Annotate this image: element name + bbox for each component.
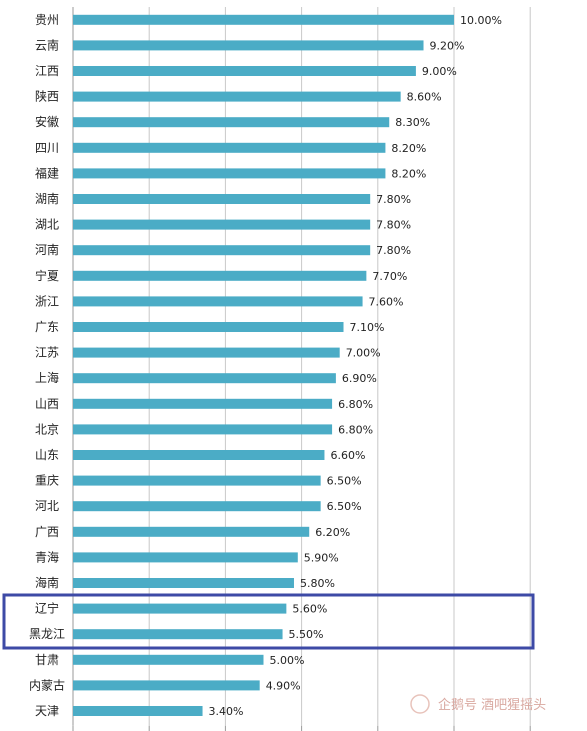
category-label: 江苏: [35, 346, 59, 360]
value-label: 6.80%: [338, 398, 373, 411]
bar: [73, 398, 333, 409]
bar: [73, 706, 203, 716]
bar: [73, 603, 287, 614]
value-label: 7.10%: [350, 321, 385, 334]
bar: [73, 14, 454, 25]
bars: [73, 14, 454, 716]
bar: [73, 91, 401, 102]
value-label: 7.60%: [369, 295, 404, 308]
bar: [73, 552, 298, 563]
bar: [73, 526, 310, 537]
bar: [73, 219, 371, 230]
category-label: 浙江: [35, 294, 59, 308]
category-label: 四川: [35, 141, 59, 155]
category-label: 广西: [35, 525, 59, 539]
value-label: 5.80%: [300, 577, 335, 590]
bar: [73, 629, 283, 640]
value-label: 9.20%: [430, 39, 465, 52]
value-label: 8.20%: [391, 142, 426, 155]
value-label: 7.80%: [376, 219, 411, 232]
bar: [73, 373, 336, 384]
value-label: 7.00%: [346, 347, 381, 360]
bar: [73, 270, 367, 281]
category-label: 湖北: [35, 217, 59, 232]
category-label: 内蒙古: [29, 677, 65, 692]
bar: [73, 475, 321, 486]
value-label: 5.60%: [292, 603, 327, 616]
watermark: 企鹅号 酒吧猩摇头: [410, 694, 546, 714]
category-label: 上海: [35, 370, 59, 385]
value-label: 8.30%: [395, 116, 430, 129]
value-label: 3.40%: [209, 705, 244, 718]
bar: [73, 654, 264, 665]
bar: [73, 322, 344, 332]
category-label: 甘肃: [35, 653, 59, 667]
category-label: 陕西: [35, 89, 59, 104]
category-label: 湖南: [35, 191, 59, 206]
gridlines: [72, 7, 531, 731]
bar: [73, 501, 321, 512]
category-label: 北京: [35, 422, 59, 436]
value-label: 5.50%: [289, 628, 324, 641]
value-label: 7.80%: [376, 244, 411, 257]
value-label: 6.50%: [327, 475, 362, 488]
penguin-logo-icon: [410, 694, 430, 714]
bar: [73, 450, 325, 460]
category-label: 山西: [35, 397, 59, 411]
value-label: 4.90%: [266, 679, 301, 692]
value-labels: 10.00% 9.20% 9.00% 8.60% 8.30% 8.20% 8.20% 7.80…: [209, 14, 502, 718]
value-label: 6.50%: [327, 500, 362, 513]
category-label: 重庆: [35, 474, 59, 488]
value-label: 6.90%: [342, 372, 377, 385]
category-label: 宁夏: [35, 268, 59, 283]
bar: [73, 347, 340, 358]
category-label: 河南: [35, 242, 59, 257]
value-label: 6.80%: [338, 423, 373, 436]
value-label: 5.90%: [304, 551, 339, 564]
bar: [73, 296, 363, 307]
category-label: 河北: [35, 499, 59, 513]
category-label: 青海: [35, 549, 59, 564]
bar: [73, 66, 416, 76]
value-label: 8.20%: [391, 167, 426, 180]
category-label: 黑龙江: [29, 627, 65, 641]
value-label: 7.80%: [376, 193, 411, 206]
category-label: 安徽: [35, 114, 59, 129]
highlight-box: [2, 593, 535, 650]
value-label: 8.60%: [407, 91, 442, 104]
category-label: 辽宁: [35, 601, 59, 616]
value-label: 6.20%: [315, 526, 350, 539]
category-label: 贵州: [35, 13, 59, 27]
category-label: 云南: [35, 37, 59, 52]
value-label: 6.60%: [330, 449, 365, 462]
category-labels: 贵州云南江西陕西安徽四川福建湖南湖北河南宁夏浙江广东江苏上海山西北京山东重庆河北…: [29, 13, 65, 718]
category-label: 广东: [35, 320, 59, 334]
bar: [73, 424, 333, 435]
category-label: 江西: [35, 64, 59, 78]
category-label: 福建: [35, 165, 59, 180]
bar: [73, 245, 371, 256]
bar: [73, 117, 390, 128]
bar: [73, 168, 386, 179]
watermark-text: 企鹅号 酒吧猩摇头: [438, 697, 546, 713]
category-label: 山东: [35, 448, 59, 462]
bar: [73, 40, 424, 51]
bar: [73, 578, 294, 588]
category-label: 天津: [35, 704, 59, 718]
value-label: 9.00%: [422, 65, 457, 78]
bar: [73, 680, 260, 691]
category-label: 海南: [35, 575, 59, 590]
bar: [73, 142, 386, 153]
value-label: 10.00%: [460, 14, 502, 27]
value-label: 7.70%: [372, 270, 407, 283]
bar: [73, 194, 371, 204]
value-label: 5.00%: [270, 654, 305, 667]
